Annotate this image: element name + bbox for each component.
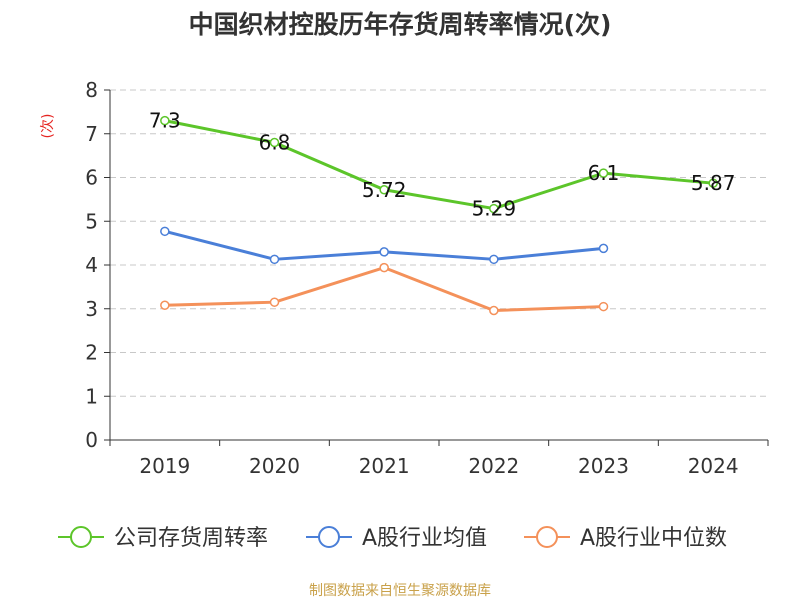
legend-marker [536,526,558,548]
series-group: 7.3 6.8 5.72 5.29 6.1 5.87 [149,109,736,316]
axes: 0 1 2 3 4 5 6 7 8 2019 2020 2021 2022 2023 2024 [85,78,769,478]
data-label: 5.72 [362,178,407,202]
y-tick-label: 1 [85,384,98,408]
data-point [379,262,389,273]
legend-item-1: A股行业均值 [306,526,487,551]
data-point [269,297,280,307]
data-point [489,254,499,265]
series-line [164,266,604,312]
data-point [269,137,280,148]
series-1 [160,226,609,265]
data-point [160,115,170,126]
chart-title: 中国织材控股历年存货周转率情况(次) [189,10,612,39]
data-point [160,300,170,310]
data-source-note: 制图数据来自恒生聚源数据库 [309,583,491,599]
data-point [598,301,609,312]
legend-label: A股行业中位数 [580,526,727,551]
legend-marker [70,526,92,548]
data-label: 6.1 [588,161,620,185]
x-tick-label: 2024 [688,454,739,478]
data-point [489,305,499,316]
y-tick-label: 6 [85,166,98,190]
data-point [379,185,389,195]
data-label: 7.3 [149,109,181,133]
y-tick-label: 5 [85,209,98,233]
x-tick-label: 2020 [249,454,300,478]
data-label: 6.8 [259,131,291,155]
y-tick-label: 4 [85,253,98,277]
y-tick-label: 8 [85,78,98,102]
y-axis-label: (次) [40,114,56,139]
data-point [708,178,718,188]
legend-item-0: 公司存货周转率 [58,526,268,551]
y-tick-label: 7 [85,122,98,146]
x-tick-label: 2022 [468,454,519,478]
data-point [160,226,170,237]
y-tick-label: 2 [85,341,98,365]
data-label: 5.29 [472,197,517,221]
legend: 公司存货周转率 A股行业均值 A股行业中位数 [58,526,727,551]
data-point [269,254,280,265]
x-tick-label: 2019 [139,454,190,478]
data-point [379,247,389,257]
legend-label: 公司存货周转率 [114,526,268,551]
series-2 [160,262,609,316]
data-point [598,243,609,254]
series-line [164,119,714,211]
data-point [489,203,499,214]
data-label: 5.87 [691,171,736,195]
y-tick-label: 0 [85,428,98,452]
x-tick-label: 2021 [359,454,410,478]
y-tick-label: 3 [85,297,98,321]
series-0: 7.3 6.8 5.72 5.29 6.1 5.87 [149,109,736,221]
legend-item-2: A股行业中位数 [524,526,727,551]
data-point [598,168,609,178]
x-tick-label: 2023 [578,454,629,478]
legend-marker [318,526,340,548]
legend-label: A股行业均值 [362,526,487,551]
